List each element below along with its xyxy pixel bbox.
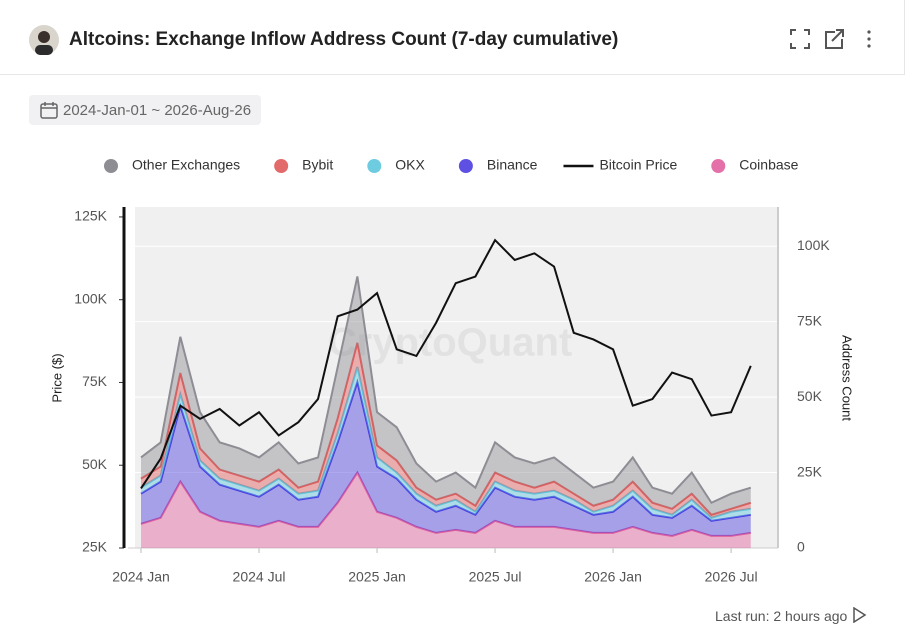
y2-tick-label: 0 <box>797 539 805 555</box>
x-tick-label: 2026 Jul <box>705 569 758 585</box>
y2-tick-label: 100K <box>797 237 830 253</box>
y2-axis-title: Address Count <box>840 335 855 421</box>
plot-background <box>135 207 778 548</box>
area-edge <box>140 470 751 537</box>
avatar <box>29 25 59 55</box>
watermark: CryptoQuant <box>328 321 572 365</box>
x-tick-label: 2025 Jan <box>348 569 406 585</box>
date-range-picker[interactable]: 2024-Jan-01 ~ 2026-Aug-26 <box>29 95 261 125</box>
legend: Other Exchanges Bybit OKX Binance Bitcoin Pr… <box>104 157 799 173</box>
y2-tick-label: 25K <box>797 463 823 479</box>
legend-marker <box>274 159 289 173</box>
last-run-text: Last run: 2 hours ago <box>715 608 848 624</box>
legend-item[interactable]: Bybit <box>274 157 333 173</box>
x-tick-label: 2026 Jan <box>584 569 642 585</box>
legend-label: Coinbase <box>739 157 798 173</box>
area-edge <box>140 276 752 505</box>
y-tick-label: 125K <box>74 208 107 224</box>
legend-item[interactable]: OKX <box>367 157 426 173</box>
area-edge <box>140 366 751 519</box>
legend-item[interactable]: Other Exchanges <box>104 157 240 173</box>
legend-label: Bybit <box>302 157 333 173</box>
date-range: 2024-Jan-01 ~ 2026-Aug-26 <box>63 102 252 119</box>
legend-marker <box>367 159 382 173</box>
title: Altcoins: Exchange Inflow Address Count … <box>69 29 619 50</box>
x-tick-label: 2024 Jan <box>112 569 170 585</box>
legend-item[interactable]: Coinbase <box>711 157 799 173</box>
legend-item[interactable]: Bitcoin Price <box>563 157 677 173</box>
header: Altcoins: Exchange Inflow Address Count … <box>0 0 905 75</box>
area <box>141 342 751 518</box>
legend-marker <box>458 159 473 173</box>
last-run: Last run: 2 hours ago <box>715 606 867 624</box>
area <box>141 366 751 521</box>
legend-item[interactable]: Binance <box>458 157 538 173</box>
calendar-icon <box>40 102 58 119</box>
area <box>141 276 751 515</box>
legend-label: OKX <box>395 157 425 173</box>
y-tick-label: 25K <box>82 539 108 555</box>
y-axis-title: Price ($) <box>49 353 64 402</box>
x-tick-label: 2024 Jul <box>233 569 286 585</box>
y-tick-label: 50K <box>82 456 108 472</box>
legend-marker <box>104 159 118 173</box>
area-edge <box>140 378 751 522</box>
y-tick-label: 100K <box>74 290 107 306</box>
y2-tick-label: 75K <box>797 312 823 328</box>
area <box>141 382 751 536</box>
legend-label: Bitcoin Price <box>599 157 677 173</box>
area <box>141 472 751 548</box>
legend-label: Other Exchanges <box>132 157 240 173</box>
legend-label: Binance <box>487 157 538 173</box>
legend-marker <box>711 159 726 173</box>
x-tick-label: 2025 Jul <box>469 569 522 585</box>
y2-tick-label: 50K <box>797 388 823 404</box>
y-tick-label: 75K <box>82 373 108 389</box>
run-icon[interactable] <box>851 606 867 624</box>
price-line <box>140 238 752 489</box>
area-edge <box>140 342 752 516</box>
header-actions[interactable] <box>788 27 878 51</box>
